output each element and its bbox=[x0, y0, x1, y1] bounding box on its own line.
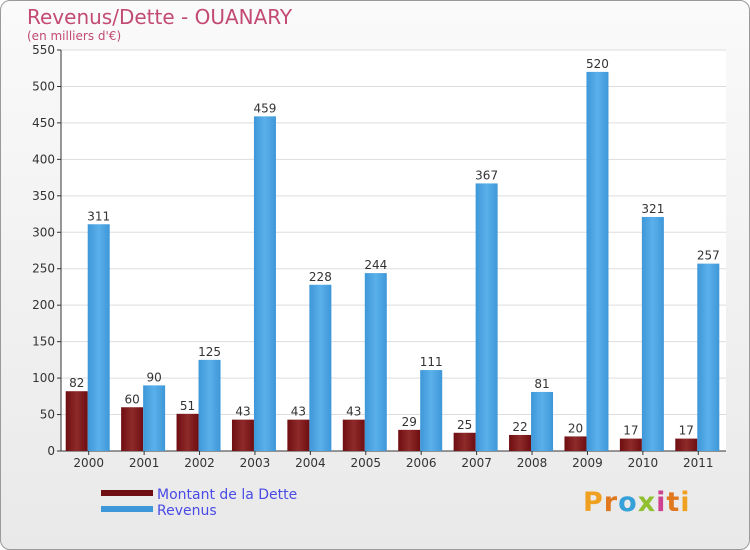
bar-debt bbox=[675, 438, 698, 451]
data-label-debt: 43 bbox=[346, 405, 361, 419]
plot-area bbox=[61, 50, 726, 451]
data-label-debt: 43 bbox=[235, 405, 250, 419]
x-tick-label: 2001 bbox=[129, 456, 160, 470]
y-tick-label: 500 bbox=[32, 79, 55, 93]
bar-revenue bbox=[253, 116, 276, 451]
bar-debt bbox=[509, 434, 532, 451]
data-label-debt: 22 bbox=[512, 420, 527, 434]
logo-letter: o bbox=[618, 487, 638, 518]
x-tick-label: 2003 bbox=[240, 456, 271, 470]
data-label-revenue: 90 bbox=[146, 370, 161, 384]
x-tick-label: 2008 bbox=[517, 456, 548, 470]
bar-debt bbox=[564, 436, 587, 451]
bar-revenue bbox=[143, 385, 166, 451]
x-tick-label: 2007 bbox=[461, 456, 492, 470]
data-label-debt: 25 bbox=[457, 418, 472, 432]
y-tick-label: 300 bbox=[32, 225, 55, 239]
logo-letter: r bbox=[603, 487, 619, 518]
legend-label-revenue: Revenus bbox=[157, 503, 217, 519]
data-label-revenue: 244 bbox=[364, 258, 387, 272]
y-tick-label: 450 bbox=[32, 116, 55, 130]
data-label-debt: 43 bbox=[291, 405, 306, 419]
logo-letter: P bbox=[583, 487, 604, 518]
x-tick-label: 2010 bbox=[628, 456, 659, 470]
data-label-revenue: 81 bbox=[534, 377, 549, 391]
bar-debt bbox=[176, 413, 199, 451]
x-tick-label: 2005 bbox=[351, 456, 382, 470]
chart-subtitle: (en milliers d'€) bbox=[27, 29, 122, 43]
legend-swatch-revenue bbox=[101, 506, 153, 512]
data-label-revenue: 228 bbox=[309, 270, 332, 284]
bar-debt bbox=[121, 407, 144, 451]
data-label-debt: 17 bbox=[623, 424, 638, 438]
logo-letter: i bbox=[656, 487, 667, 518]
proxiti-logo: Proxiti bbox=[583, 487, 691, 518]
data-label-debt: 29 bbox=[402, 415, 417, 429]
bar-revenue bbox=[586, 71, 609, 451]
data-label-debt: 51 bbox=[180, 399, 195, 413]
bar-debt bbox=[287, 419, 310, 451]
x-tick-label: 2009 bbox=[572, 456, 603, 470]
data-label-revenue: 459 bbox=[254, 101, 277, 115]
x-tick-label: 2004 bbox=[295, 456, 326, 470]
y-tick-label: 150 bbox=[32, 335, 55, 349]
bar-revenue bbox=[475, 183, 498, 451]
y-tick-label: 50 bbox=[40, 408, 55, 422]
y-tick-label: 400 bbox=[32, 152, 55, 166]
data-label-revenue: 311 bbox=[87, 209, 110, 223]
data-label-revenue: 367 bbox=[475, 168, 498, 182]
legend-swatch-debt bbox=[101, 490, 153, 496]
bar-revenue bbox=[697, 263, 720, 451]
x-tick-label: 2011 bbox=[683, 456, 714, 470]
data-label-revenue: 111 bbox=[420, 355, 443, 369]
data-label-revenue: 125 bbox=[198, 345, 221, 359]
bar-revenue bbox=[641, 216, 664, 451]
data-label-revenue: 257 bbox=[697, 249, 720, 263]
y-tick-label: 100 bbox=[32, 371, 55, 385]
logo-letter: i bbox=[680, 487, 691, 518]
logo-letter: x bbox=[637, 487, 657, 518]
bar-debt bbox=[453, 432, 476, 451]
y-tick-label: 250 bbox=[32, 262, 55, 276]
bar-revenue bbox=[198, 359, 221, 451]
bar-revenue bbox=[531, 391, 554, 451]
data-label-debt: 82 bbox=[69, 376, 84, 390]
y-tick-label: 550 bbox=[32, 43, 55, 57]
bar-debt bbox=[398, 429, 421, 451]
bar-debt bbox=[619, 438, 642, 451]
data-label-debt: 20 bbox=[568, 421, 583, 435]
bar-revenue bbox=[309, 284, 332, 451]
bar-revenue bbox=[87, 224, 110, 451]
x-tick-label: 2002 bbox=[184, 456, 215, 470]
bar-revenue bbox=[364, 273, 387, 451]
chart-title: Revenus/Dette - OUANARY bbox=[27, 5, 293, 29]
legend-label-debt: Montant de la Dette bbox=[157, 487, 298, 503]
data-label-debt: 60 bbox=[124, 392, 139, 406]
data-label-debt: 17 bbox=[679, 424, 694, 438]
data-label-revenue: 520 bbox=[586, 57, 609, 71]
y-tick-label: 0 bbox=[47, 444, 55, 458]
bar-revenue bbox=[420, 370, 443, 451]
bar-debt bbox=[342, 419, 365, 451]
bar-debt bbox=[65, 391, 88, 451]
x-tick-label: 2006 bbox=[406, 456, 437, 470]
y-tick-label: 350 bbox=[32, 189, 55, 203]
data-label-revenue: 321 bbox=[641, 202, 664, 216]
y-tick-label: 200 bbox=[32, 298, 55, 312]
logo-letter: t bbox=[666, 487, 681, 518]
x-tick-label: 2000 bbox=[73, 456, 104, 470]
bar-debt bbox=[231, 419, 254, 451]
